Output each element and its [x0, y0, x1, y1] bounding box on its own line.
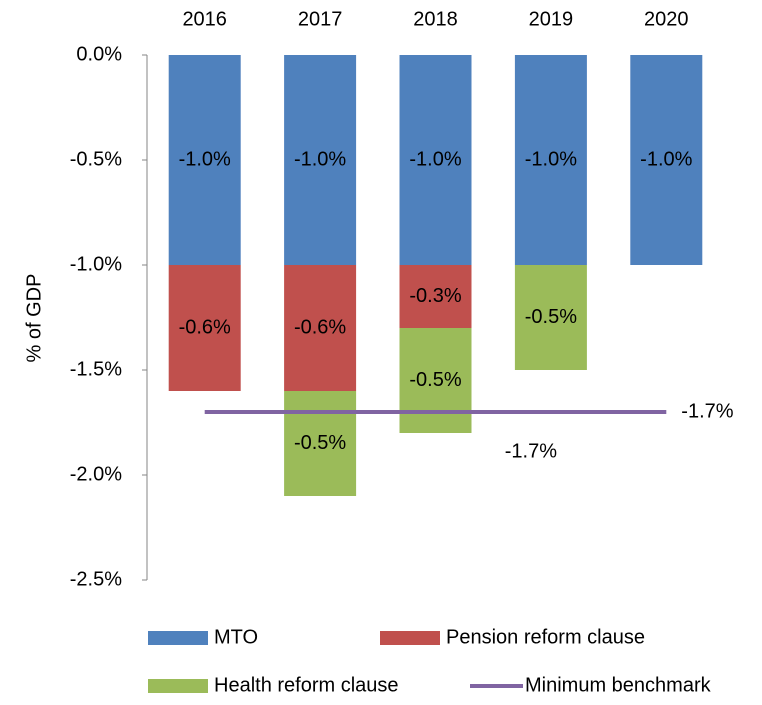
bar-segment: [630, 55, 703, 265]
x-tick-label: 2016: [182, 8, 227, 30]
data-label: -0.5%: [525, 306, 577, 328]
data-label: -1.7%: [505, 440, 557, 462]
y-axis-title: % of GDP: [23, 274, 45, 363]
data-label: -1.0%: [525, 148, 577, 170]
x-tick-label: 2017: [298, 8, 343, 30]
y-tick-label: -2.5%: [70, 568, 122, 590]
legend-label: Minimum benchmark: [525, 674, 712, 696]
legend-swatch: [380, 631, 440, 645]
y-tick-label: -1.0%: [70, 253, 122, 275]
bar-segment: [514, 265, 587, 370]
y-tick-label: 0.0%: [76, 43, 122, 65]
legend-swatch: [148, 679, 208, 693]
data-label: -0.5%: [294, 432, 346, 454]
x-tick-label: 2018: [413, 8, 458, 30]
bar-segment: [514, 55, 587, 265]
data-label: -0.3%: [409, 285, 461, 307]
bar-segment: [284, 265, 357, 391]
bar-segment: [284, 391, 357, 496]
data-label: -1.0%: [179, 148, 231, 170]
bar-segment: [168, 265, 241, 391]
bar-segment: [168, 55, 241, 265]
y-tick-label: -2.0%: [70, 463, 122, 485]
data-label: -1.7%: [681, 400, 733, 422]
x-tick-label: 2019: [529, 8, 574, 30]
bar-segment: [399, 328, 472, 433]
data-label: -1.0%: [294, 148, 346, 170]
data-label: -0.6%: [294, 316, 346, 338]
legend-label: MTO: [214, 626, 258, 648]
data-label: -0.6%: [179, 316, 231, 338]
x-tick-label: 2020: [644, 8, 689, 30]
data-label: -1.0%: [409, 148, 461, 170]
legend-label: Pension reform clause: [446, 626, 645, 648]
y-tick-label: -1.5%: [70, 358, 122, 380]
y-tick-label: -0.5%: [70, 148, 122, 170]
data-label: -1.0%: [640, 148, 692, 170]
bar-segment: [284, 55, 357, 265]
bar-segment: [399, 265, 472, 328]
data-label: -0.5%: [409, 369, 461, 391]
legend-swatch: [148, 631, 208, 645]
legend-label: Health reform clause: [214, 674, 399, 696]
bar-segment: [399, 55, 472, 265]
